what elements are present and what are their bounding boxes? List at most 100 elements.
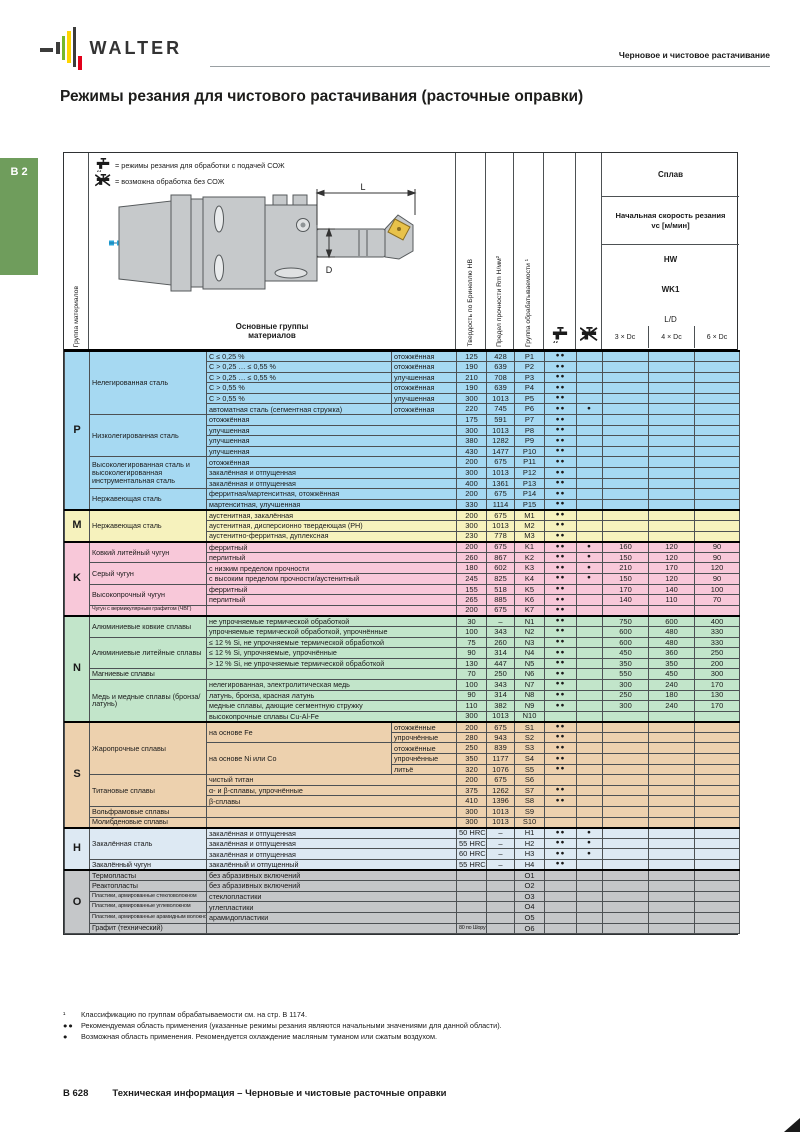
table-row: автоматная сталь (сегментная стружка) ото… — [65, 403, 740, 416]
chapter-tab-label: B 2 — [10, 166, 28, 178]
table-row: Вольфрамовые сплавы 300 1013 S9 — [65, 806, 740, 818]
cutting-speed-value — [602, 784, 649, 797]
cutting-speed-value — [648, 392, 695, 405]
wet-application-dots: ●● — [544, 392, 577, 405]
cutting-speed-value — [694, 350, 740, 363]
dry-application-dots — [576, 901, 603, 913]
condition: без абразивных включений — [206, 869, 457, 882]
tensile-value: 1114 — [486, 498, 515, 511]
wet-application-dots: ●● — [544, 784, 577, 797]
page-title: Режимы резания для чистового растачивани… — [60, 88, 584, 105]
tensile-value: 675 — [486, 488, 515, 500]
wet-application-dots: ●● — [544, 382, 577, 394]
material-group-N: N Алюминиевые ковкие сплавы не упрочняемые… — [64, 615, 740, 723]
cutting-speed-value — [648, 721, 695, 733]
dry-application-dots — [576, 700, 603, 712]
machinability-code: N7 — [514, 678, 545, 691]
tensile-value: 708 — [486, 371, 515, 384]
wet-application-dots: ●● — [544, 859, 577, 871]
tensile-value: 1013 — [486, 467, 515, 479]
condition: высокопрочные сплавы Cu-Al-Fe — [206, 710, 457, 723]
table-row: Высокопрочный чугун ферритный 155 518 K5 ●● 17… — [65, 583, 740, 606]
treatment-state: литьё — [391, 763, 457, 776]
machinability-code: P1 — [514, 350, 545, 363]
dry-application-dots — [576, 445, 603, 458]
machinability-code: P6 — [514, 403, 545, 416]
machinability-code: P13 — [514, 477, 545, 490]
hardness-value: 125 — [456, 350, 487, 363]
cutting-speed-value — [602, 848, 649, 860]
hardness-header: Твердость по Бринеллю HB — [467, 259, 474, 347]
dry-application-dots — [576, 880, 603, 892]
treatment-state: отожжённая — [391, 361, 457, 373]
wet-application-dots: ●● — [544, 456, 577, 469]
wet-application-dots: ●● — [544, 594, 577, 606]
cutting-speed-value: 480 — [648, 636, 695, 649]
dry-application-dots — [576, 414, 603, 426]
group-letter: K — [64, 541, 90, 617]
table-row: улучшенная 380 1282 P9 ●● — [65, 435, 740, 447]
cutting-speed-value — [694, 488, 740, 500]
table-row: литьё 320 1076 S5 ●● — [65, 763, 740, 776]
chapter-label: Черновое и чистовое растачивание — [618, 50, 770, 60]
cutting-speed-value — [648, 530, 695, 543]
cutting-speed-value — [648, 911, 695, 924]
machinability-code: S1 — [514, 721, 545, 733]
dim-D-label: D — [326, 265, 333, 275]
machinability-code: P12 — [514, 467, 545, 479]
wet-application-dots: ●● — [544, 731, 577, 744]
machinability-code: K7 — [514, 604, 545, 617]
tensile-value: 1396 — [486, 795, 515, 808]
cutting-speed-value — [648, 774, 695, 786]
condition — [206, 922, 457, 935]
cutting-speed-value — [694, 837, 740, 850]
wet-application-dots — [544, 869, 577, 882]
material-name: Пластики, армированные углеволокном — [89, 901, 207, 913]
treatment-state: упрочнённые — [391, 753, 457, 765]
cutting-speed-value — [602, 520, 649, 532]
cutting-speed-value — [694, 784, 740, 797]
cutting-speed-value: 240 — [648, 700, 695, 712]
table-row: K Ковкий литейный чугун ферритный 200 675 K1 ●… — [64, 541, 740, 617]
tensile-value: 675 — [486, 774, 515, 786]
cutting-speed-value — [602, 890, 649, 903]
hardness-value: 200 — [456, 604, 487, 617]
cutting-speed-value — [694, 414, 740, 426]
wet-application-dots: ●● — [544, 520, 577, 532]
machinability-code: K3 — [514, 562, 545, 574]
cutting-speed-value — [602, 477, 649, 490]
cutting-speed-value — [602, 350, 649, 363]
cutting-speed-value: 140 — [602, 594, 649, 606]
dry-application-dots — [576, 477, 603, 490]
cutting-speed-value — [602, 498, 649, 511]
cutting-speed-value — [602, 911, 649, 924]
cutting-speed-value: 350 — [648, 657, 695, 670]
condition: улучшенная — [206, 435, 457, 447]
condition: закалённая и отпущенная — [206, 467, 457, 479]
table-row: Закалённый чугун закалённый и отпущенный 5… — [65, 859, 740, 871]
cutting-speed-value: 330 — [694, 625, 740, 638]
cutting-speed-value — [648, 837, 695, 850]
condition: C ≤ 0,25 % — [206, 350, 392, 363]
cutting-speed-value: 170 — [694, 678, 740, 691]
cutting-speed-value — [602, 530, 649, 543]
cutting-speed-value — [694, 710, 740, 723]
condition — [206, 816, 457, 829]
machinability-code: P7 — [514, 414, 545, 426]
treatment-state: улучшенная — [391, 371, 457, 384]
table-row: аустенитная, дисперсионно твердеющая (PH… — [65, 520, 740, 532]
dry-application-dots — [576, 361, 603, 373]
cutting-speed-value — [602, 763, 649, 776]
cutting-speed-value: 120 — [648, 551, 695, 564]
cutting-speed-value — [602, 859, 649, 871]
tensile-value: 260 — [486, 636, 515, 649]
dc-3: 3 × Dc — [614, 333, 636, 341]
tensile-value — [486, 901, 515, 913]
cutting-speed-value — [648, 350, 695, 363]
legend-dry-text: = возможна обработка без СОЖ — [115, 176, 225, 186]
hardness-value: 55 HRC — [456, 859, 487, 871]
cutting-speed-value — [648, 784, 695, 797]
hardness-value: 300 — [456, 520, 487, 532]
logo-bar — [56, 42, 60, 54]
hardness-value: 260 — [456, 551, 487, 564]
